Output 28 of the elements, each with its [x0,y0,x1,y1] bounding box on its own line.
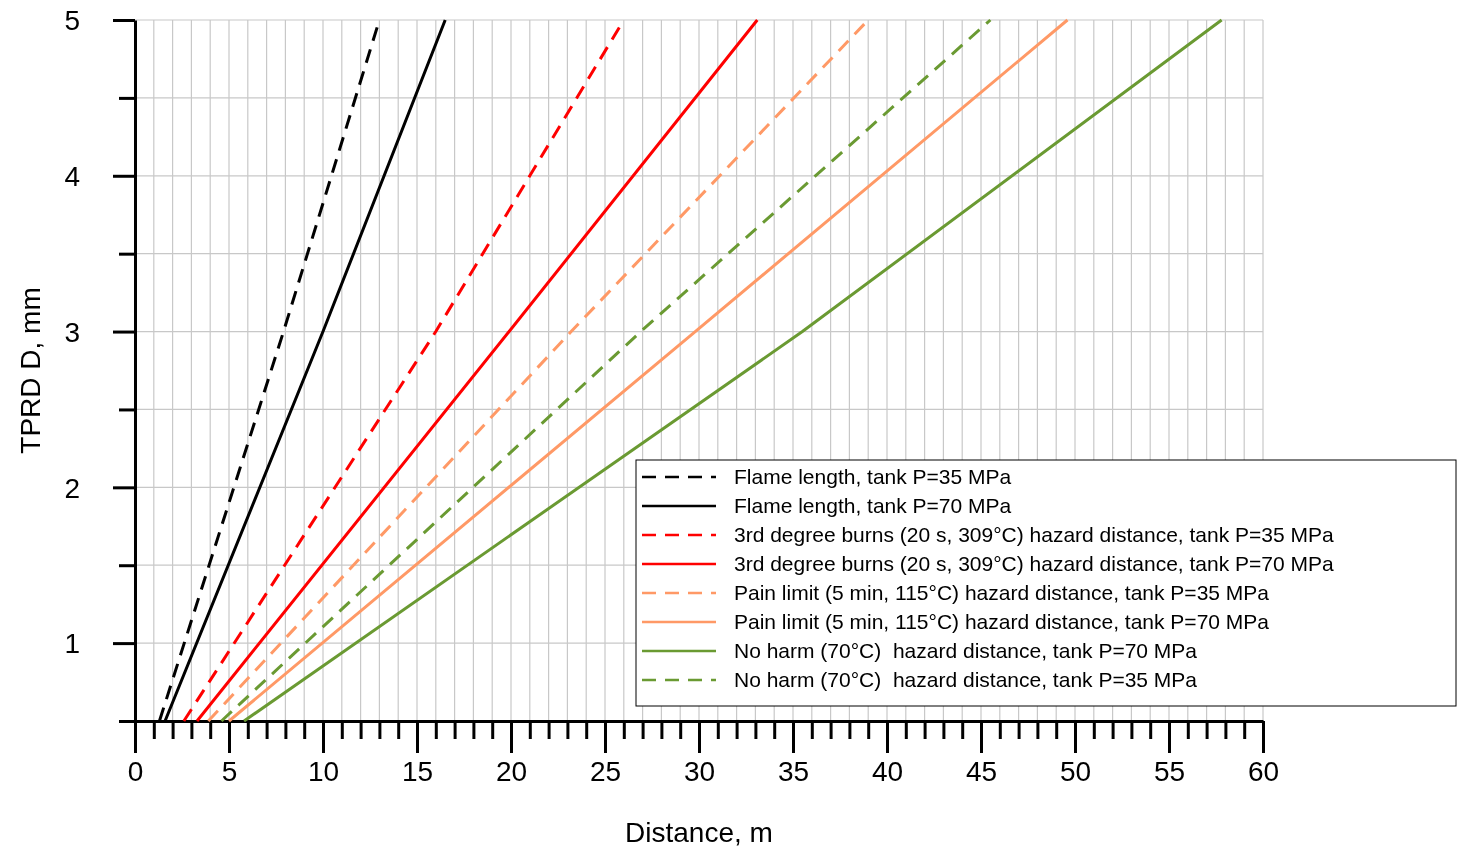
y-tick-label: 5 [64,5,80,37]
y-axis-title: TPRD D, mm [15,287,46,454]
x-tick-label: 5 [221,756,238,787]
x-tick-label: 20 [495,756,528,787]
y-tick-label: 4 [64,161,80,193]
x-tick-label: 45 [965,756,998,787]
x-axis-title: Distance, m [625,817,773,848]
legend-label: 3rd degree burns (20 s, 309°C) hazard distance, tank P=70 MPa [734,552,1334,576]
x-tick-label: 55 [1153,756,1186,787]
y-tick-label: 2 [64,472,80,504]
legend-label: Pain limit (5 min, 115°C) hazard distance, tank P=35 MPa [734,581,1270,605]
y-tick-label: 3 [64,316,80,348]
x-tick-label: 25 [589,756,622,787]
x-tick-label: 15 [401,756,434,787]
legend-label: No harm (70°C) hazard distance, tank P=35 MPa [734,668,1198,692]
x-tick-label: 10 [307,756,340,787]
x-tick-label: 50 [1059,756,1092,787]
x-tick-label: 0 [127,756,144,787]
x-tick-label: 40 [871,756,904,787]
legend-label: Flame length, tank P=70 MPa [734,494,1012,518]
x-tick-label: 60 [1247,756,1280,787]
y-tick-label: 1 [64,628,80,660]
legend-label: Flame length, tank P=35 MPa [734,465,1012,489]
legend-label: No harm (70°C) hazard distance, tank P=70 MPa [734,639,1198,663]
x-tick-label: 30 [683,756,716,787]
legend-label: Pain limit (5 min, 115°C) hazard distance, tank P=70 MPa [734,610,1270,634]
legend-label: 3rd degree burns (20 s, 309°C) hazard distance, tank P=35 MPa [734,523,1334,547]
x-tick-label: 35 [777,756,810,787]
